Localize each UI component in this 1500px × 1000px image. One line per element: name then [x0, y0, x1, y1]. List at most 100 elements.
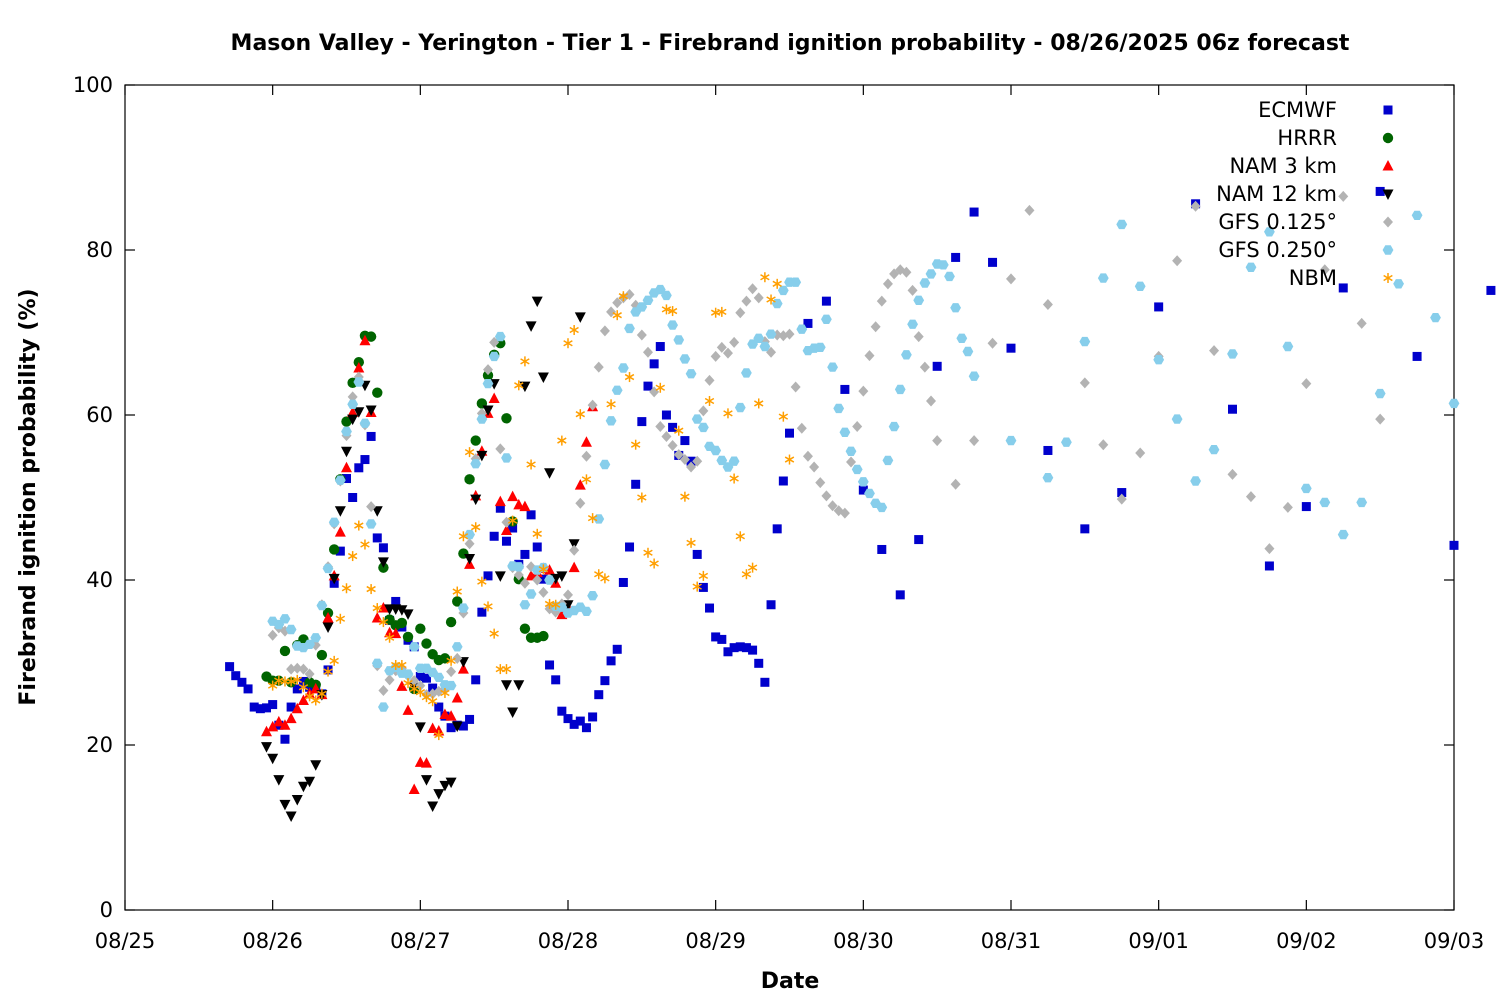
data-point-gfs-0-250 — [1393, 279, 1404, 289]
data-point-ecmwf — [372, 533, 382, 543]
data-point-ecmwf — [735, 642, 745, 652]
data-point-gfs-0-125 — [1024, 204, 1035, 216]
data-point-nbm — [458, 531, 469, 542]
data-point-ecmwf — [489, 531, 499, 541]
data-point-gfs-0-125 — [1338, 190, 1349, 202]
data-point-gfs-0-125 — [839, 507, 850, 519]
data-point-nbm — [427, 696, 438, 707]
data-point-ecmwf — [1338, 283, 1348, 293]
data-point-nam-12-km — [531, 296, 543, 308]
data-point-nam-12-km — [507, 707, 519, 718]
data-point-nbm — [643, 547, 653, 558]
data-point-ecmwf — [545, 660, 555, 670]
data-point-gfs-0-250 — [1208, 445, 1220, 455]
data-point-gfs-0-250 — [741, 368, 752, 378]
data-point-gfs-0-250 — [1264, 227, 1275, 237]
data-point-gfs-0-125 — [501, 516, 512, 528]
data-point-ecmwf — [594, 690, 604, 700]
data-point-nbm — [526, 459, 536, 470]
data-point-ecmwf — [772, 524, 782, 534]
data-point-hrrr — [421, 638, 432, 649]
data-point-nbm — [723, 408, 733, 419]
data-point-gfs-0-250 — [962, 346, 974, 357]
data-point-ecmwf — [1080, 524, 1090, 534]
data-point-gfs-0-250 — [334, 475, 346, 485]
data-point-nbm — [317, 688, 327, 699]
data-point-nbm — [538, 564, 549, 575]
data-point-ecmwf — [1412, 351, 1422, 361]
data-point-nbm — [477, 576, 487, 587]
data-point-nbm — [372, 603, 382, 614]
data-point-nbm — [729, 473, 739, 484]
data-point-gfs-0-125 — [415, 680, 426, 692]
x-axis: 08/25 08/26 08/27 08/28 08/29 08/30 08/31 09/01… — [95, 85, 1484, 953]
data-point-nbm — [384, 632, 395, 643]
data-point-gfs-0-125 — [821, 490, 832, 502]
data-point-ecmwf — [778, 476, 788, 486]
legend-label-gfs-0-125: GFS 0.125° — [1218, 210, 1337, 234]
data-point-gfs-0-125 — [1282, 501, 1293, 513]
data-point-gfs-0-250 — [796, 324, 808, 334]
data-point-gfs-0-125 — [642, 346, 653, 358]
data-point-ecmwf — [366, 431, 376, 441]
data-point-ecmwf — [237, 677, 247, 687]
data-point-nam-3-km — [267, 720, 279, 732]
data-point-nbm — [434, 730, 444, 741]
data-point-gfs-0-125 — [796, 422, 807, 434]
data-point-nbm — [452, 586, 462, 597]
data-point-gfs-0-125 — [1042, 298, 1053, 310]
data-point-hrrr — [328, 544, 340, 555]
data-point-hrrr — [538, 630, 549, 642]
data-point-gfs-0-250 — [734, 402, 746, 413]
data-point-gfs-0-250 — [968, 371, 980, 381]
data-point-gfs-0-125 — [538, 586, 549, 598]
legend-label-nbm: NBM — [1289, 266, 1337, 290]
data-point-gfs-0-250 — [347, 399, 359, 409]
data-point-nam-3-km — [408, 783, 420, 795]
chart-title: Mason Valley - Yerington - Tier 1 - Fire… — [231, 31, 1350, 56]
data-point-nbm — [335, 613, 346, 624]
data-point-nam-12-km — [482, 405, 494, 417]
data-point-gfs-0-250 — [365, 519, 377, 529]
data-point-ecmwf — [932, 361, 942, 371]
data-point-nam-12-km — [261, 742, 273, 753]
data-point-ecmwf — [618, 577, 628, 587]
data-point-ecmwf — [342, 474, 351, 484]
data-point-ecmwf — [508, 523, 518, 533]
data-point-gfs-0-125 — [907, 284, 918, 296]
data-point-gfs-0-125 — [692, 455, 703, 467]
data-point-hrrr — [452, 596, 463, 607]
data-point-nbm — [366, 584, 376, 595]
data-point-ecmwf — [612, 644, 622, 654]
data-point-gfs-0-125 — [1209, 345, 1220, 357]
data-point-gfs-0-125 — [753, 292, 764, 304]
data-point-gfs-0-125 — [298, 663, 309, 675]
data-point-ecmwf — [661, 410, 671, 420]
series-gfs-0-125 — [267, 190, 1386, 701]
data-point-nam-3-km — [297, 694, 309, 705]
data-point-ecmwf — [243, 684, 253, 694]
data-point-gfs-0-125 — [587, 399, 598, 411]
data-point-nbm — [397, 659, 407, 670]
data-point-gfs-0-125 — [987, 337, 998, 349]
data-point-nam-3-km — [488, 392, 500, 403]
data-point-nbm — [347, 551, 358, 562]
data-point-nbm — [661, 304, 672, 315]
data-point-gfs-0-125 — [513, 569, 524, 581]
data-point-gfs-0-250 — [857, 477, 869, 487]
data-point-gfs-0-125 — [667, 440, 678, 452]
data-point-gfs-0-250 — [458, 603, 469, 613]
y-tick-label: 20 — [86, 733, 113, 757]
data-point-gfs-0-250 — [1042, 473, 1054, 483]
data-point-ecmwf — [1301, 502, 1311, 512]
data-point-nam-12-km — [525, 321, 537, 332]
data-point-ecmwf — [723, 647, 733, 657]
x-tick-label: 08/30 — [833, 929, 894, 953]
data-point-nbm — [612, 310, 622, 321]
data-point-gfs-0-250 — [544, 575, 555, 585]
data-point-nam-12-km — [273, 775, 285, 786]
data-point-gfs-0-125 — [1227, 468, 1238, 480]
data-point-nam-3-km — [445, 710, 457, 721]
data-point-ecmwf — [446, 723, 456, 733]
legend-marker-gfs-0-125 — [1383, 216, 1393, 228]
